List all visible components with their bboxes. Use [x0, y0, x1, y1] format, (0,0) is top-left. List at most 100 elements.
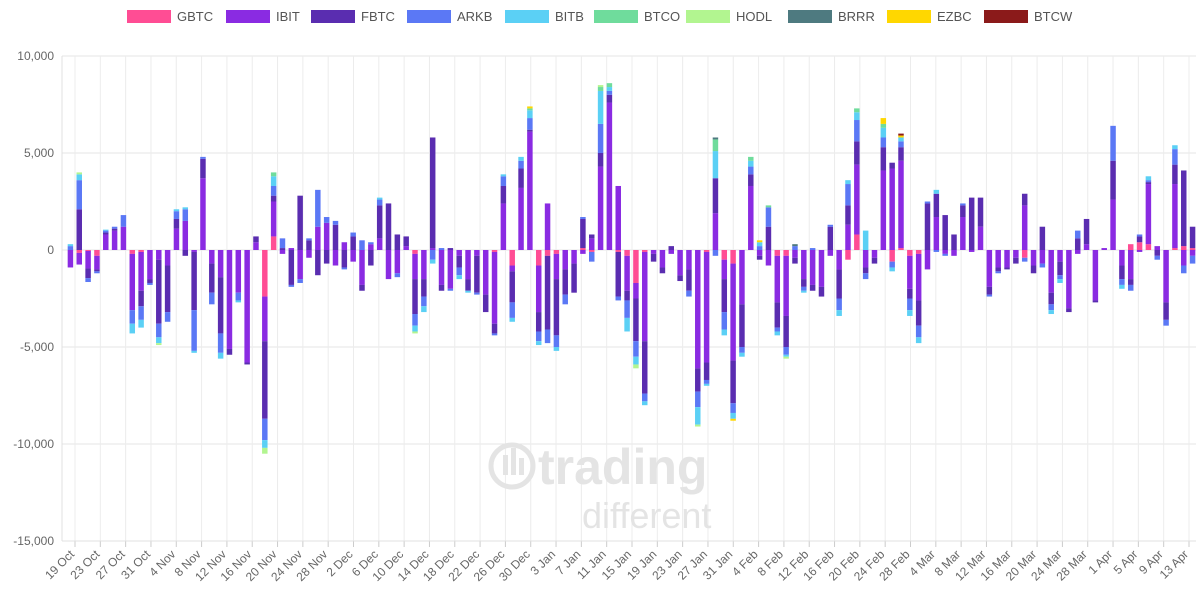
bar-segment-gbtc[interactable]: [553, 250, 560, 254]
bar-segment-bitb[interactable]: [156, 337, 162, 344]
bar-segment-gbtc[interactable]: [1189, 248, 1196, 250]
bar-segment-arkb[interactable]: [1119, 279, 1125, 285]
bar-segment-ibit[interactable]: [368, 244, 374, 250]
bar-segment-arkb[interactable]: [491, 333, 498, 336]
bar-segment-arkb[interactable]: [94, 271, 100, 274]
bar-segment-arkb[interactable]: [942, 253, 948, 256]
bar-segment-gbtc[interactable]: [491, 250, 498, 252]
bar-segment-bitb[interactable]: [500, 174, 507, 177]
bar-segment-fbtc[interactable]: [686, 269, 692, 291]
bar-segment-ibit[interactable]: [580, 250, 586, 254]
bar-segment-bitb[interactable]: [801, 290, 807, 293]
bar-segment-gbtc[interactable]: [589, 250, 595, 252]
bar-segment-ibit[interactable]: [235, 250, 242, 293]
bar-segment-bitb[interactable]: [173, 209, 180, 212]
bar-segment-fbtc[interactable]: [85, 268, 91, 279]
bar-segment-fbtc[interactable]: [862, 267, 869, 274]
bar-segment-bitb[interactable]: [695, 407, 701, 425]
bar-segment-arkb[interactable]: [801, 286, 807, 291]
bar-segment-hodl[interactable]: [633, 364, 639, 369]
bar-segment-fbtc[interactable]: [589, 234, 595, 239]
bar-segment-fbtc[interactable]: [730, 360, 736, 404]
bar-segment-arkb[interactable]: [597, 123, 604, 153]
bar-segment-bitb[interactable]: [633, 356, 639, 365]
bar-segment-arkb[interactable]: [589, 251, 595, 262]
bar-segment-btcw[interactable]: [898, 133, 904, 136]
bar-segment-ibit[interactable]: [809, 250, 816, 285]
bar-segment-brrr[interactable]: [712, 137, 719, 140]
bar-segment-ibit[interactable]: [262, 296, 268, 342]
bar-segment-ibit[interactable]: [1004, 250, 1010, 268]
bar-segment-gbtc[interactable]: [703, 250, 710, 252]
bar-segment-arkb[interactable]: [527, 118, 533, 130]
bar-segment-bitb[interactable]: [518, 156, 524, 161]
bar-segment-gbtc[interactable]: [1181, 246, 1187, 250]
bar-segment-bitb[interactable]: [191, 350, 197, 353]
bar-segment-bitb[interactable]: [624, 317, 630, 332]
legend-item-fbtc[interactable]: FBTC: [311, 9, 395, 24]
bar-segment-fbtc[interactable]: [1189, 226, 1196, 249]
bar-segment-ibit[interactable]: [792, 250, 798, 258]
bar-segment-arkb[interactable]: [880, 137, 887, 148]
bar-segment-ibit[interactable]: [818, 250, 825, 287]
bar-segment-arkb[interactable]: [376, 199, 383, 206]
bar-segment-ibit[interactable]: [703, 251, 710, 363]
bar-segment-arkb[interactable]: [774, 327, 781, 332]
legend-item-btcw[interactable]: BTCW: [984, 9, 1073, 24]
bar-segment-arkb[interactable]: [147, 282, 153, 285]
bar-segment-arkb[interactable]: [447, 288, 454, 291]
bar-segment-bitb[interactable]: [756, 242, 763, 247]
bar-segment-gbtc[interactable]: [845, 250, 851, 260]
bar-segment-arkb[interactable]: [783, 347, 789, 355]
bar-segment-ibit[interactable]: [730, 263, 736, 361]
bar-segment-fbtc[interactable]: [138, 290, 144, 307]
bar-segment-arkb[interactable]: [270, 185, 277, 196]
bar-segment-ibit[interactable]: [986, 250, 993, 287]
bar-segment-bitb[interactable]: [1048, 310, 1054, 315]
bar-segment-fbtc[interactable]: [571, 263, 577, 293]
bar-segment-ibit[interactable]: [942, 250, 948, 254]
bar-segment-fbtc[interactable]: [597, 153, 604, 167]
bar-segment-fbtc[interactable]: [412, 279, 418, 315]
bar-segment-bitb[interactable]: [642, 401, 648, 406]
bar-segment-fbtc[interactable]: [217, 277, 224, 334]
bar-segment-arkb[interactable]: [341, 267, 348, 270]
bar-segment-ibit[interactable]: [315, 226, 321, 250]
bar-segment-gbtc[interactable]: [535, 250, 542, 266]
bar-segment-gbtc[interactable]: [1172, 248, 1178, 250]
bar-segment-ibit[interactable]: [642, 251, 648, 342]
bar-segment-fbtc[interactable]: [801, 279, 807, 287]
bar-segment-fbtc[interactable]: [827, 226, 834, 250]
bar-segment-gbtc[interactable]: [94, 250, 100, 256]
bar-segment-fbtc[interactable]: [756, 255, 763, 260]
bar-segment-arkb[interactable]: [606, 90, 613, 95]
bar-segment-arkb[interactable]: [535, 331, 542, 342]
bar-segment-fbtc[interactable]: [677, 275, 683, 282]
bar-segment-bitb[interactable]: [182, 207, 189, 210]
bar-segment-ibit[interactable]: [394, 250, 401, 274]
bar-segment-arkb[interactable]: [209, 292, 215, 305]
bar-segment-ibit[interactable]: [535, 265, 542, 313]
bar-segment-arkb[interactable]: [1074, 230, 1081, 239]
bar-segment-ibit[interactable]: [147, 250, 153, 280]
bar-segment-bitb[interactable]: [730, 412, 736, 419]
bar-segment-fbtc[interactable]: [94, 269, 100, 272]
bar-segment-arkb[interactable]: [695, 391, 701, 408]
bar-segment-ibit[interactable]: [748, 185, 754, 250]
bar-segment-fbtc[interactable]: [385, 203, 392, 250]
bar-segment-fbtc[interactable]: [76, 209, 82, 250]
bar-segment-ibit[interactable]: [544, 203, 551, 250]
bar-segment-ibit[interactable]: [668, 250, 674, 254]
bar-segment-ibit[interactable]: [871, 250, 878, 258]
bar-segment-btco[interactable]: [712, 139, 719, 152]
bar-segment-arkb[interactable]: [933, 250, 940, 252]
bar-segment-fbtc[interactable]: [968, 197, 975, 250]
bar-segment-ibit[interactable]: [597, 166, 604, 250]
bar-segment-arkb[interactable]: [845, 184, 851, 206]
bar-segment-arkb[interactable]: [686, 290, 692, 297]
bar-segment-ibit[interactable]: [209, 250, 215, 264]
bar-segment-bitb[interactable]: [783, 354, 789, 357]
bar-segment-fbtc[interactable]: [995, 267, 1001, 272]
bar-segment-fbtc[interactable]: [1119, 265, 1125, 280]
bar-segment-fbtc[interactable]: [527, 129, 533, 132]
